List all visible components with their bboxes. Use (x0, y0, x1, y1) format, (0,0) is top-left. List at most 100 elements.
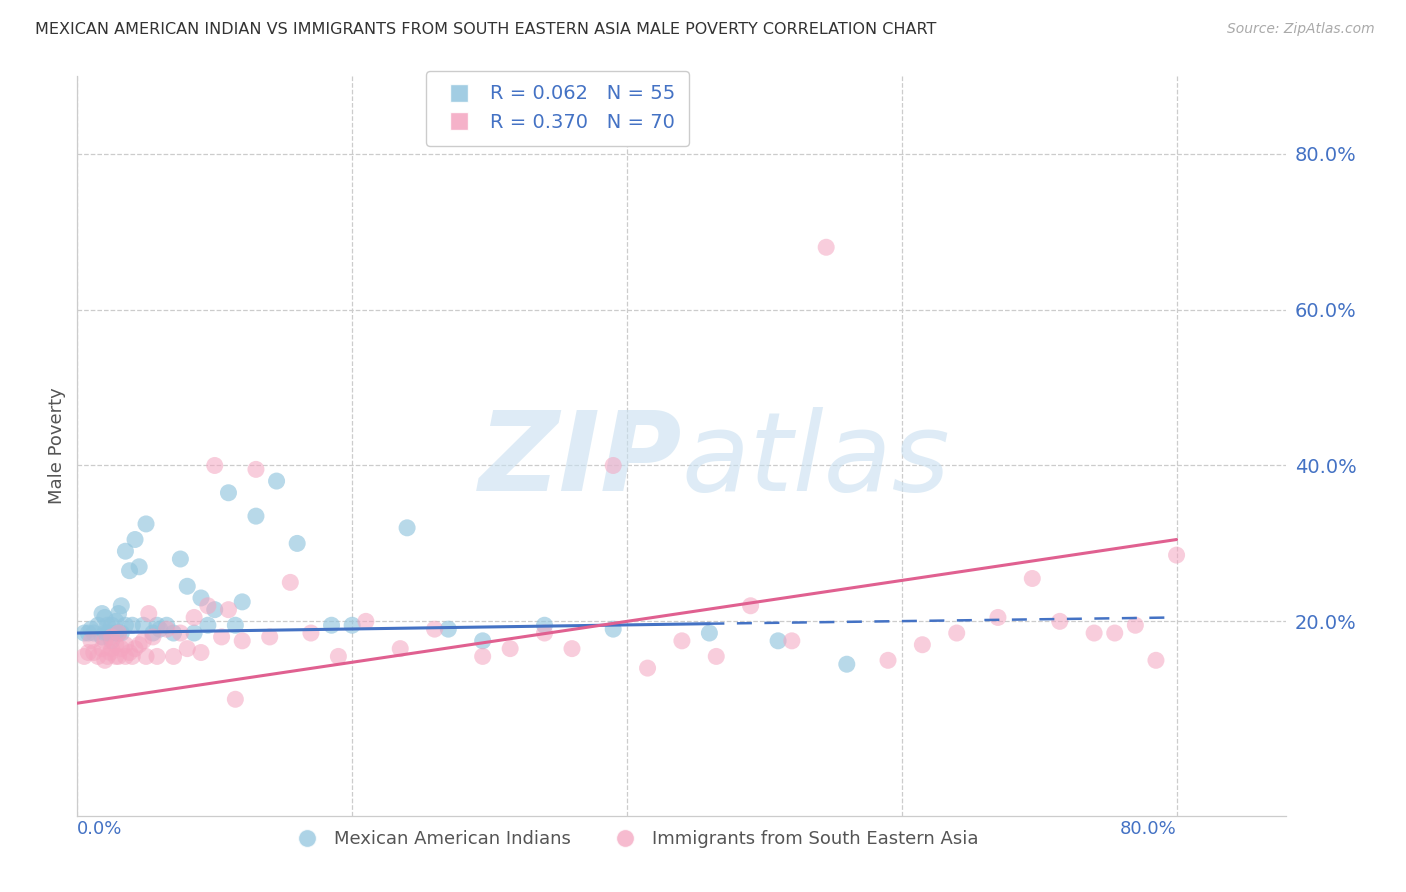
Point (224, 692, 246, 706)
Point (987, 610, 1010, 624)
Point (98, 646, 121, 660)
Point (1144, 653, 1167, 667)
Point (104, 638, 127, 652)
Point (77, 626, 100, 640)
Point (107, 649, 129, 664)
Text: ZIP: ZIP (478, 408, 682, 515)
Point (423, 622, 446, 636)
Point (110, 626, 132, 640)
Point (128, 559, 150, 574)
Point (107, 626, 129, 640)
Point (637, 661, 659, 675)
Point (83, 626, 105, 640)
Point (80, 633, 103, 648)
Point (138, 607, 160, 621)
Point (124, 533, 146, 547)
Point (156, 622, 179, 636)
Point (321, 618, 343, 632)
Point (602, 622, 624, 636)
Point (945, 626, 967, 640)
Point (533, 626, 555, 640)
Point (1083, 626, 1105, 640)
Point (815, 240, 838, 254)
Point (114, 638, 136, 652)
Point (245, 462, 267, 476)
Point (671, 633, 693, 648)
Point (98, 626, 121, 640)
Point (780, 633, 803, 648)
Point (104, 615, 127, 629)
Point (114, 618, 136, 632)
Point (121, 649, 143, 664)
Point (176, 641, 198, 656)
Point (259, 630, 281, 644)
Point (100, 641, 122, 656)
Point (437, 622, 460, 636)
Point (91, 630, 114, 644)
Point (245, 509, 267, 524)
Point (602, 458, 624, 473)
Point (114, 649, 136, 664)
Point (91, 607, 114, 621)
Point (176, 579, 198, 593)
Point (80, 622, 103, 636)
Point (499, 641, 522, 656)
Point (100, 633, 122, 648)
Point (766, 633, 789, 648)
Point (100, 618, 122, 632)
Point (118, 564, 141, 578)
Point (183, 626, 205, 640)
Point (533, 618, 555, 632)
Point (740, 599, 762, 613)
Point (83, 646, 105, 660)
Text: 80.0%: 80.0% (1119, 820, 1177, 838)
Point (107, 607, 129, 621)
Point (704, 649, 727, 664)
Point (73, 649, 96, 664)
Point (146, 649, 169, 664)
Point (183, 610, 205, 624)
Point (96, 626, 118, 640)
Point (699, 626, 721, 640)
Point (190, 646, 212, 660)
Point (389, 641, 412, 656)
Point (1049, 615, 1071, 629)
Point (96, 649, 118, 664)
Point (197, 599, 219, 613)
Point (118, 646, 141, 660)
Point (114, 544, 136, 558)
Point (162, 626, 184, 640)
Point (135, 649, 157, 664)
Point (169, 552, 191, 566)
Text: atlas: atlas (682, 408, 950, 515)
Point (132, 633, 155, 648)
Point (110, 641, 132, 656)
Point (204, 602, 226, 616)
Point (142, 626, 165, 640)
Point (340, 618, 363, 632)
Point (104, 649, 127, 664)
Point (104, 626, 127, 640)
Point (121, 618, 143, 632)
Point (218, 485, 240, 500)
Point (1166, 548, 1188, 562)
Point (94, 633, 117, 648)
Point (100, 630, 122, 644)
Point (162, 649, 184, 664)
Point (94, 653, 117, 667)
Legend: Mexican American Indians, Immigrants from South Eastern Asia: Mexican American Indians, Immigrants fro… (281, 822, 986, 855)
Point (128, 638, 150, 652)
Point (204, 458, 226, 473)
Point (110, 599, 132, 613)
Point (835, 657, 858, 672)
Point (124, 641, 146, 656)
Text: 0.0%: 0.0% (77, 820, 122, 838)
Point (218, 602, 240, 616)
Point (87, 618, 110, 632)
Point (561, 641, 583, 656)
Point (91, 641, 114, 656)
Point (149, 622, 172, 636)
Point (396, 521, 419, 535)
Point (132, 618, 155, 632)
Point (231, 595, 253, 609)
